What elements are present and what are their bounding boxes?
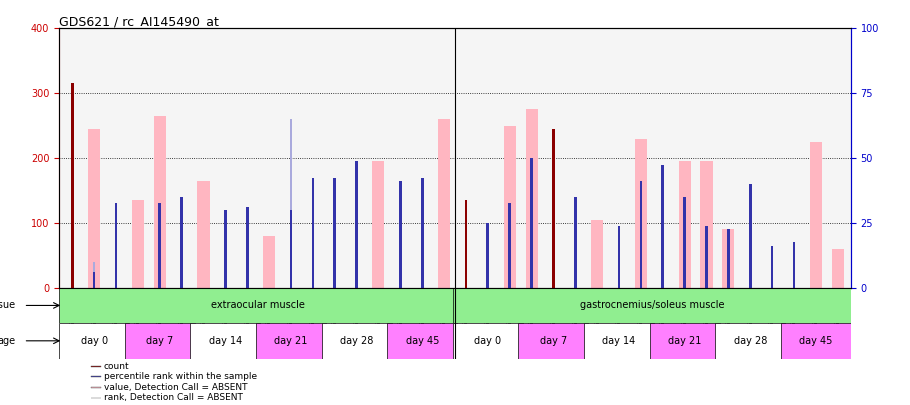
- Bar: [71, 194, 74, 288]
- Bar: [465, 200, 467, 288]
- Bar: [810, 142, 822, 288]
- Bar: [421, 177, 423, 288]
- Bar: [832, 249, 844, 288]
- Bar: [552, 129, 555, 288]
- Text: day 45: day 45: [406, 336, 439, 346]
- Text: day 45: day 45: [799, 336, 833, 346]
- Bar: [749, 184, 752, 288]
- Bar: [662, 164, 664, 288]
- Bar: [333, 177, 336, 288]
- Text: percentile rank within the sample: percentile rank within the sample: [104, 372, 257, 381]
- Text: day 21: day 21: [668, 336, 702, 346]
- Bar: [311, 177, 314, 288]
- Text: day 0: day 0: [474, 336, 501, 346]
- Bar: [372, 161, 384, 288]
- Bar: [93, 262, 96, 288]
- Text: age: age: [0, 336, 15, 346]
- Bar: [197, 181, 209, 288]
- Bar: [132, 200, 144, 288]
- Bar: [91, 366, 101, 367]
- Bar: [91, 398, 101, 399]
- Bar: [679, 161, 691, 288]
- Bar: [705, 226, 708, 288]
- Bar: [715, 323, 785, 358]
- Bar: [399, 181, 401, 288]
- Bar: [552, 194, 555, 288]
- Bar: [321, 323, 391, 358]
- Bar: [438, 119, 450, 288]
- Bar: [190, 323, 260, 358]
- Text: day 7: day 7: [147, 336, 174, 346]
- Bar: [246, 207, 248, 288]
- Bar: [125, 323, 195, 358]
- Bar: [531, 158, 533, 288]
- Bar: [355, 161, 358, 288]
- Text: day 28: day 28: [340, 336, 373, 346]
- Text: extraocular muscle: extraocular muscle: [211, 301, 305, 311]
- Text: count: count: [104, 362, 129, 371]
- Bar: [256, 323, 326, 358]
- Bar: [650, 323, 720, 358]
- Bar: [727, 229, 730, 288]
- Bar: [618, 226, 621, 288]
- Bar: [158, 203, 161, 288]
- Text: rank, Detection Call = ABSENT: rank, Detection Call = ABSENT: [104, 394, 243, 403]
- Text: GDS621 / rc_AI145490_at: GDS621 / rc_AI145490_at: [59, 15, 219, 28]
- Bar: [289, 210, 292, 288]
- Text: gastrocnemius/soleus muscle: gastrocnemius/soleus muscle: [580, 301, 724, 311]
- Text: day 28: day 28: [733, 336, 767, 346]
- Text: day 7: day 7: [540, 336, 567, 346]
- Text: tissue: tissue: [0, 301, 15, 311]
- Bar: [503, 126, 516, 288]
- Bar: [180, 197, 183, 288]
- Bar: [509, 203, 511, 288]
- Bar: [519, 323, 589, 358]
- Bar: [771, 245, 774, 288]
- Bar: [224, 210, 227, 288]
- Bar: [263, 236, 275, 288]
- Bar: [91, 387, 101, 388]
- Text: day 21: day 21: [274, 336, 308, 346]
- Bar: [723, 229, 734, 288]
- Bar: [59, 323, 129, 358]
- Bar: [88, 129, 100, 288]
- Bar: [465, 223, 467, 288]
- Bar: [453, 288, 851, 323]
- Bar: [154, 116, 166, 288]
- Bar: [592, 220, 603, 288]
- Bar: [526, 109, 538, 288]
- Bar: [574, 197, 577, 288]
- Bar: [793, 242, 795, 288]
- Bar: [487, 223, 489, 288]
- Bar: [59, 288, 457, 323]
- Bar: [91, 376, 101, 377]
- Bar: [453, 323, 523, 358]
- Bar: [289, 119, 292, 288]
- Bar: [683, 197, 686, 288]
- Bar: [71, 83, 74, 288]
- Text: day 14: day 14: [602, 336, 636, 346]
- Bar: [387, 323, 457, 358]
- Bar: [640, 181, 642, 288]
- Bar: [701, 161, 713, 288]
- Bar: [635, 139, 647, 288]
- Text: value, Detection Call = ABSENT: value, Detection Call = ABSENT: [104, 383, 248, 392]
- Bar: [781, 323, 851, 358]
- Text: day 14: day 14: [208, 336, 242, 346]
- Bar: [584, 323, 654, 358]
- Text: day 0: day 0: [81, 336, 107, 346]
- Bar: [115, 203, 117, 288]
- Bar: [93, 271, 96, 288]
